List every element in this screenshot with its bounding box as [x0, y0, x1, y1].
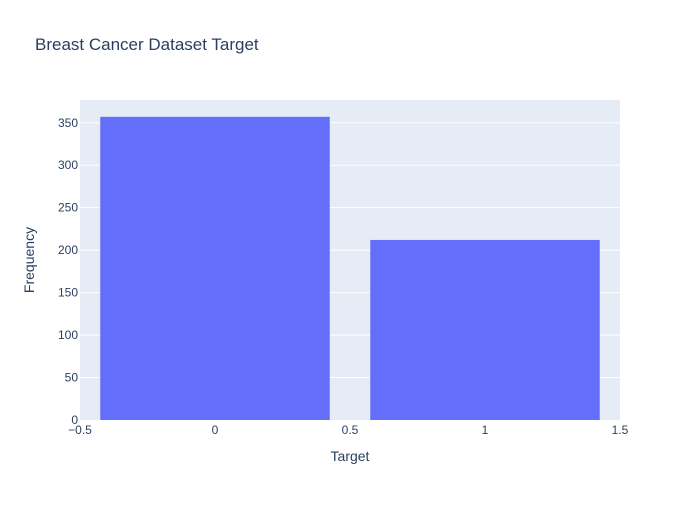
bar-1 — [370, 239, 600, 420]
y-tick-label: 150 — [58, 286, 78, 300]
x-tick-label: −0.5 — [68, 423, 92, 437]
bars — [100, 116, 600, 421]
y-tick-label: 100 — [58, 328, 78, 342]
y-tick-label: 50 — [65, 371, 79, 385]
y-tick-label: 350 — [58, 116, 78, 130]
chart-title: Breast Cancer Dataset Target — [35, 35, 259, 54]
x-tick-label: 0.5 — [342, 423, 359, 437]
bar-0 — [100, 116, 330, 421]
y-axis-ticks: 0 50 100 150 200 250 300 350 — [58, 116, 78, 427]
y-tick-label: 0 — [71, 413, 78, 427]
x-tick-label: 0 — [212, 423, 219, 437]
y-axis-title: Frequency — [21, 227, 37, 293]
x-tick-label: 1 — [482, 423, 489, 437]
x-tick-label: 1.5 — [612, 423, 629, 437]
y-tick-label: 300 — [58, 158, 78, 172]
y-tick-label: 200 — [58, 243, 78, 257]
x-axis-title: Target — [331, 448, 370, 464]
x-axis-ticks: −0.5 0 0.5 1 1.5 — [68, 423, 629, 437]
y-tick-label: 250 — [58, 201, 78, 215]
